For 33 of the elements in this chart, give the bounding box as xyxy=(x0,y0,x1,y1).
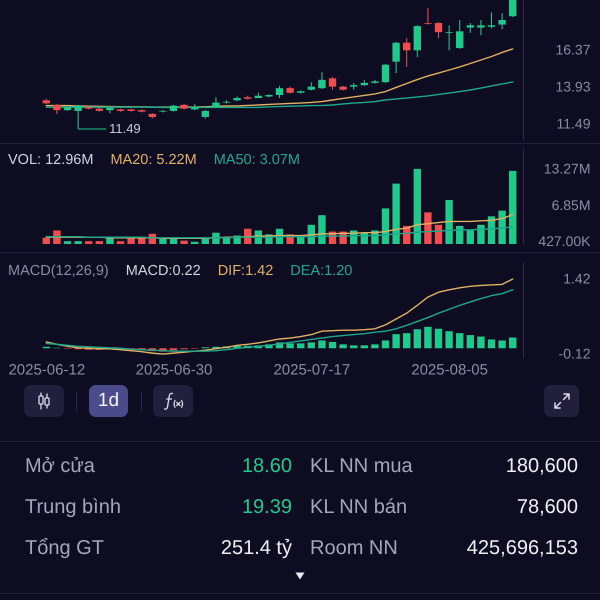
y-tick-label: -0.12 xyxy=(558,346,591,362)
x-tick-label: 2025-06-12 xyxy=(8,362,86,378)
text: MA20: 5.22M xyxy=(110,152,197,169)
text: Mở cửa xyxy=(25,454,96,479)
annotation: MACD:0.22 xyxy=(126,263,201,280)
text: 19.39 xyxy=(240,495,292,520)
annotation: VOL: 12.96M xyxy=(8,152,94,169)
text: 251.4 tỷ xyxy=(220,536,292,561)
text: KL NN mua xyxy=(309,454,414,479)
x-tick-label: 2025-06-30 xyxy=(136,362,212,378)
x-tick-label: 2025-07-17 xyxy=(273,362,350,378)
text: DIF:1.42 xyxy=(218,263,274,280)
text: 18.60 xyxy=(240,454,292,479)
y-tick-label: 427.00K xyxy=(538,233,592,250)
y-tick-label: 1.42 xyxy=(563,270,591,287)
text: Room NN xyxy=(309,536,399,561)
text: KL NN bán xyxy=(309,495,408,520)
y-tick-label: 6.85M xyxy=(552,196,590,213)
text: 425,696,153 xyxy=(466,536,578,561)
legend-title: MACD(12,26,9) xyxy=(8,263,109,280)
y-tick-label: 13.27M xyxy=(544,160,590,177)
text: Tổng GT xyxy=(25,536,105,561)
text: 180,600 xyxy=(504,454,578,479)
text: MA50: 3.07M xyxy=(214,152,300,169)
annotation: 11.49 xyxy=(109,120,141,136)
y-tick-label: 13.93 xyxy=(555,78,591,94)
y-tick-label: 16.37 xyxy=(555,42,591,58)
y-tick-label: 11.49 xyxy=(556,115,591,132)
x-tick-label: 2025-08-05 xyxy=(411,362,488,378)
button: 1d xyxy=(89,385,128,417)
text: Trung bình xyxy=(25,495,122,520)
text: 78,600 xyxy=(516,495,578,520)
text: DEA:1.20 xyxy=(290,263,352,280)
